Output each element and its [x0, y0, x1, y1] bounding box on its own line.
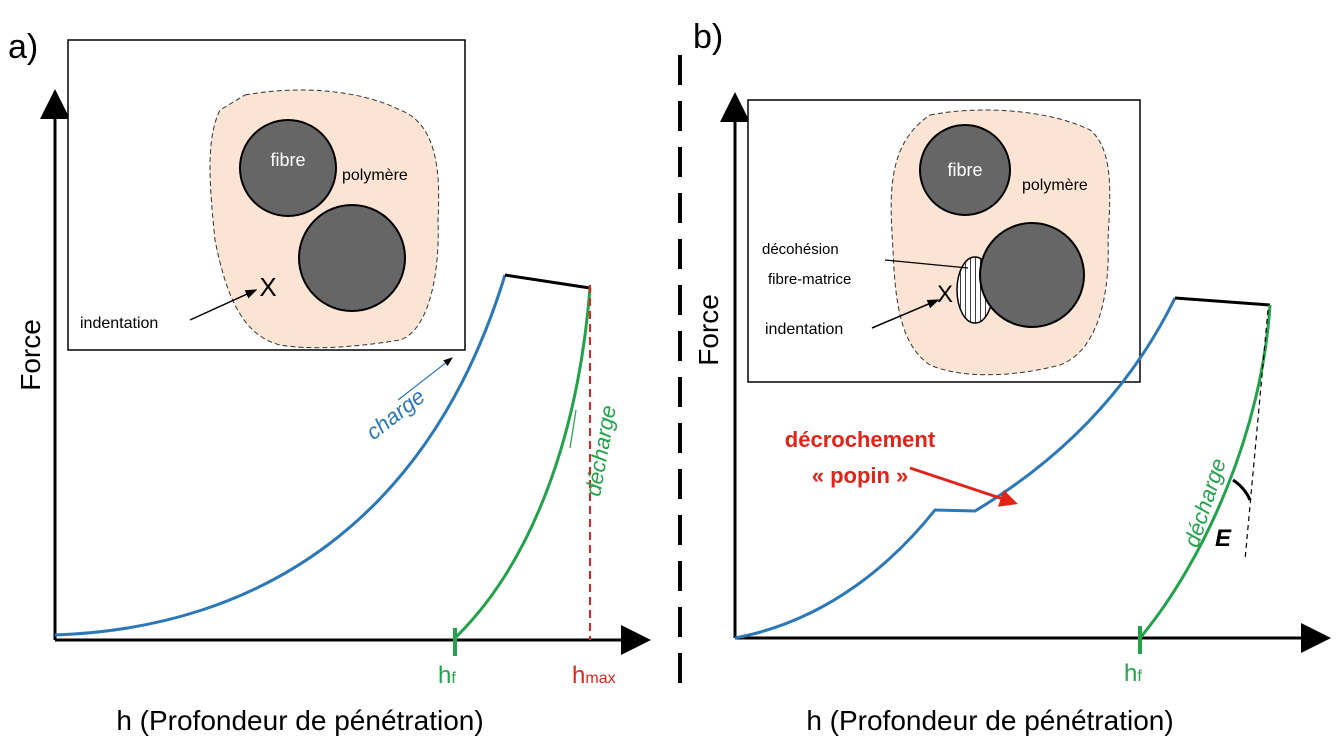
debonding-label: décohésion	[762, 241, 839, 258]
hold-line	[504, 273, 591, 290]
hmax-label: hmax	[572, 662, 616, 689]
x-axis-label: h (Profondeur de pénétration)	[116, 705, 483, 736]
panel-a: a) Force h (Profondeur de pénétration) f…	[8, 28, 651, 736]
subscript: f	[1137, 668, 1142, 685]
arrow	[569, 409, 577, 449]
matrix-label: polymère	[1022, 177, 1088, 194]
popin-label: « popin »	[812, 463, 909, 488]
popin-label: décrochement	[785, 427, 936, 452]
symbol: h	[1124, 660, 1137, 687]
y-axis-label: Force	[693, 294, 724, 366]
hf-label: hf	[438, 662, 456, 689]
panel-label: b)	[693, 18, 723, 56]
fibre	[919, 124, 1011, 216]
panel-label: a)	[8, 28, 38, 66]
loading-label: charge	[361, 384, 429, 445]
hold-line	[1174, 296, 1271, 307]
modulus-label: E	[1215, 525, 1232, 552]
unloading-label: décharge	[580, 403, 621, 498]
indent-mark: X	[259, 272, 276, 302]
x-axis-label: h (Profondeur de pénétration)	[806, 705, 1173, 736]
symbol: h	[572, 662, 585, 689]
unloading-curve	[453, 287, 592, 640]
hf-label: hf	[1124, 660, 1142, 687]
pointer	[884, 259, 969, 269]
panel-b: b) Force h (Profondeur de pénétration) f…	[693, 18, 1331, 736]
arrow	[397, 357, 453, 401]
arrow	[871, 299, 940, 329]
y-axis-label: Force	[15, 319, 46, 391]
fibre	[298, 204, 406, 312]
subscript: max	[585, 670, 615, 687]
indentation-label: indentation	[765, 321, 843, 338]
indentation-label: indentation	[80, 315, 158, 332]
loading-curve	[54, 274, 507, 637]
indent-mark: X	[937, 281, 953, 308]
matrix-label: polymère	[342, 167, 408, 184]
angle-arc	[1232, 478, 1252, 501]
fibre	[979, 222, 1085, 328]
fibre	[239, 119, 337, 217]
symbol: h	[438, 662, 451, 689]
fibre-label: fibre	[270, 150, 305, 170]
subscript: f	[451, 670, 456, 687]
arrow	[189, 289, 258, 321]
popin-arrow	[909, 466, 1018, 507]
fibre-label: fibre	[947, 160, 982, 180]
debonding-label: fibre-matrice	[768, 271, 851, 288]
loading-curve	[734, 297, 1177, 640]
tangent	[1244, 309, 1269, 561]
